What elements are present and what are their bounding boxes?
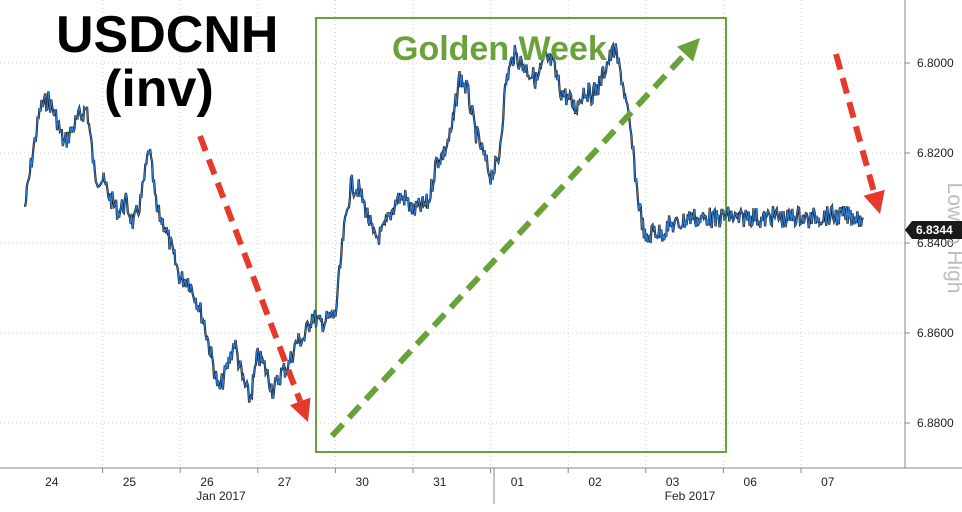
title-line2: (inv): [104, 60, 214, 118]
golden-week-box: [315, 17, 727, 453]
x-tick-label: 07: [821, 475, 835, 489]
x-tick-label: 26: [200, 475, 214, 489]
series-line: [24, 43, 864, 403]
last-value-text: 6.8344: [916, 223, 953, 237]
red-arrow-2-head: [863, 189, 885, 214]
green-arrow-shaft: [329, 52, 688, 439]
y-tick-label: 6.8600: [917, 326, 954, 340]
month-label-feb: Feb 2017: [665, 489, 716, 503]
x-tick-label: 06: [744, 475, 758, 489]
green-arrow-head: [676, 38, 700, 62]
x-tick-label: 01: [511, 475, 525, 489]
trend-arrows: [197, 38, 885, 439]
last-value-badge: 6.8344: [905, 221, 962, 239]
y-tick-label: 6.8200: [917, 146, 954, 160]
title-line1: USDCNH: [56, 6, 278, 64]
x-tick-label: 27: [278, 475, 292, 489]
y-tick-label: 6.8800: [917, 416, 954, 430]
golden-week-label: Golden Week: [392, 30, 607, 68]
x-tick-label: 03: [666, 475, 680, 489]
red-arrow-2-shaft: [833, 53, 878, 194]
x-tick-label: 30: [356, 475, 370, 489]
y-tick-label: 6.8400: [917, 236, 954, 250]
y-tick-label: 6.8000: [917, 56, 954, 70]
grid-lines: [0, 62, 905, 424]
x-tick-label: 25: [123, 475, 137, 489]
series-usdcnh: [23, 41, 864, 403]
x-tick-label: 02: [588, 475, 602, 489]
red-arrow-1-head: [289, 397, 311, 422]
y-tick-labels: 6.8000 6.8200 6.8400 6.8600 6.8800: [905, 56, 954, 430]
red-arrow-1-shaft: [197, 134, 304, 403]
x-tick-labels: 24 25 26 27 30 31 01 02 03 06 07: [45, 468, 835, 489]
x-tick-label: 31: [433, 475, 447, 489]
x-tick-label: 24: [45, 475, 59, 489]
month-label-jan: Jan 2017: [196, 489, 246, 503]
